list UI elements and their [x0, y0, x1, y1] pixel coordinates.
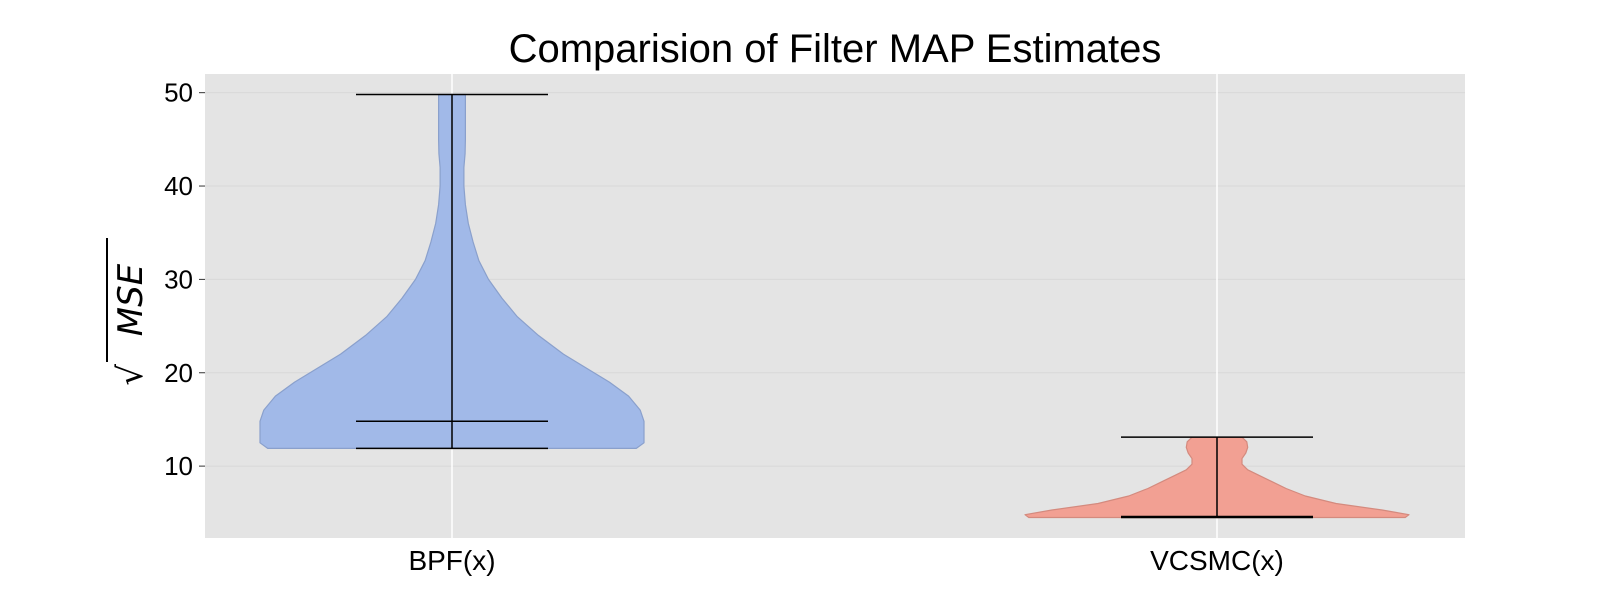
x-tick-label: VCSMC(x) — [1150, 545, 1284, 576]
x-axis: BPF(x) VCSMC(x) — [408, 545, 1283, 576]
chart-title: Comparision of Filter MAP Estimates — [509, 27, 1162, 71]
y-axis-label: √ MSE — [106, 238, 151, 386]
y-tick-label: 40 — [164, 171, 193, 201]
x-tick-label: BPF(x) — [408, 545, 495, 576]
y-tick-label: 30 — [164, 264, 193, 294]
y-tick-label: 20 — [164, 358, 193, 388]
plot-background — [205, 74, 1465, 538]
y-tick-label: 50 — [164, 78, 193, 108]
y-axis-title: MSE — [111, 263, 151, 336]
sqrt-symbol: √ — [111, 364, 151, 386]
y-tick-label: 10 — [164, 451, 193, 481]
violins — [259, 93, 1410, 519]
y-axis: 10 20 30 40 50 — [164, 78, 205, 481]
